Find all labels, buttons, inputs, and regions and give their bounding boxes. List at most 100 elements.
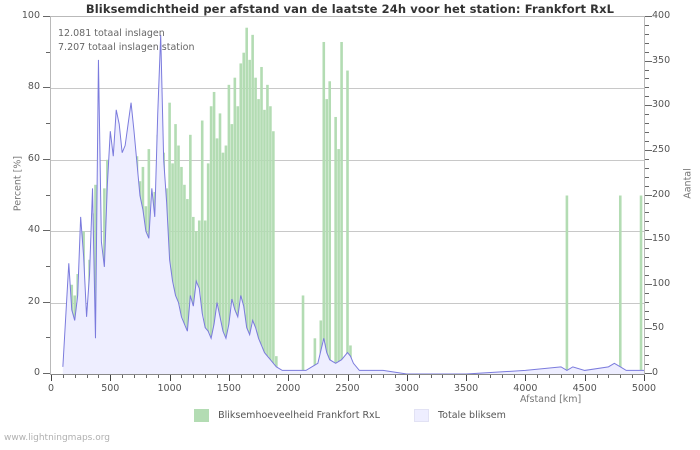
y-axis-right-tick-label: 200 — [652, 188, 671, 200]
y-axis-right-title: Aantal — [682, 168, 694, 199]
bar — [325, 99, 329, 374]
x-axis-tick — [51, 375, 52, 381]
x-axis-minor-tick — [335, 375, 337, 378]
y-axis-right-tick — [645, 328, 652, 330]
x-axis-minor-tick — [240, 375, 242, 378]
x-axis-tick — [169, 375, 171, 381]
x-axis-tick-label: 4000 — [513, 383, 538, 394]
bar — [269, 106, 272, 374]
x-axis-tick — [347, 375, 349, 381]
bar — [168, 102, 171, 374]
bar — [177, 145, 180, 374]
y-axis-right-minor-tick — [645, 96, 649, 98]
y-axis-left-tick-label: 0 — [33, 367, 40, 378]
annotation-line-1: 12.081 totaal inslagen — [58, 28, 165, 39]
x-axis-tick-label: 500 — [101, 383, 120, 394]
x-axis-minor-tick — [181, 375, 183, 378]
bar — [263, 109, 266, 374]
y-axis-right-minor-tick — [645, 132, 649, 134]
x-axis-tick — [228, 375, 230, 381]
bar — [346, 70, 349, 374]
x-axis-tick-label: 1000 — [157, 383, 182, 394]
legend-swatch-line — [413, 409, 429, 422]
x-axis-minor-tick — [323, 375, 325, 378]
x-axis-tick-label: 5000 — [631, 383, 657, 394]
bar — [319, 320, 323, 374]
x-axis-minor-tick — [596, 375, 598, 378]
x-axis-minor-tick — [383, 375, 385, 378]
y-axis-right-minor-tick — [645, 274, 649, 276]
y-axis-left-tick — [43, 230, 50, 232]
y-axis-right-minor-tick — [645, 212, 649, 214]
legend-label-bars: Bliksemhoeveelheid Frankfort RxL — [218, 410, 380, 421]
bar — [639, 195, 643, 374]
bar — [340, 41, 343, 374]
legend-item-line: Totale bliksem — [413, 409, 506, 422]
x-axis-tick — [525, 375, 527, 381]
y-axis-right-minor-tick — [645, 203, 649, 205]
y-axis-right-tick-label: 300 — [652, 99, 671, 111]
y-axis-right-tick-label: 350 — [652, 54, 671, 66]
bar — [174, 124, 177, 374]
y-axis-right-minor-tick — [645, 176, 649, 178]
y-axis-right-minor-tick — [645, 78, 649, 80]
bar — [251, 34, 254, 374]
y-axis-right-minor-tick — [645, 230, 649, 232]
bar — [257, 99, 260, 374]
x-axis-minor-tick — [74, 375, 76, 378]
chart-canvas — [62, 27, 644, 374]
x-axis-title: Afstand [km] — [520, 394, 582, 405]
x-axis-tick — [584, 375, 586, 381]
bar — [224, 145, 228, 374]
y-axis-right-minor-tick — [645, 292, 649, 294]
y-axis-right-minor-tick — [645, 42, 649, 44]
bar — [236, 106, 240, 374]
y-axis-left-minor-tick — [46, 123, 50, 125]
plot-svg-wrap — [51, 17, 644, 374]
bar — [254, 77, 257, 374]
page-title: Bliksemdichtheid per afstand van de laat… — [85, 2, 615, 16]
x-axis-minor-tick — [98, 375, 100, 378]
bar — [218, 113, 222, 374]
bar — [272, 131, 275, 374]
y-axis-right-minor-tick — [645, 310, 649, 312]
bar — [275, 356, 278, 374]
x-axis-minor-tick — [572, 375, 574, 378]
x-axis-tick-label: 0 — [47, 383, 55, 394]
bar — [192, 216, 195, 374]
legend-item-bars: Bliksemhoeveelheid Frankfort RxL — [194, 409, 380, 422]
bar — [221, 152, 225, 374]
x-axis-minor-tick — [620, 375, 622, 378]
bar — [242, 52, 246, 374]
bar — [171, 163, 174, 374]
x-axis-minor-tick — [359, 375, 361, 378]
bar — [565, 195, 569, 374]
y-axis-right-tick-label: 50 — [652, 322, 665, 334]
bar — [200, 120, 204, 374]
x-axis-tick-label: 1500 — [216, 383, 241, 394]
y-axis-left-tick — [43, 158, 50, 160]
legend-label-line: Totale bliksem — [437, 410, 506, 421]
x-axis-minor-tick — [134, 375, 136, 378]
y-axis-right-tick — [645, 373, 652, 374]
annotation-block: 12.081 totaal inslagen 7.207 totaal insl… — [58, 27, 194, 55]
y-axis-right-tick-label: 150 — [652, 233, 671, 245]
x-axis-minor-tick — [157, 375, 159, 378]
y-axis-left-minor-tick — [46, 337, 50, 339]
y-axis-left-tick — [43, 373, 50, 374]
x-axis-minor-tick — [513, 375, 515, 378]
bar — [328, 81, 332, 374]
bar — [203, 220, 207, 374]
bar — [334, 116, 337, 374]
x-axis-minor-tick — [549, 375, 551, 378]
y-axis-left-tick-label: 100 — [21, 10, 40, 21]
bar — [266, 84, 269, 374]
x-axis-minor-tick — [442, 375, 444, 378]
x-axis-minor-tick — [311, 375, 313, 378]
legend-swatch-bars — [194, 409, 210, 422]
x-axis-minor-tick — [217, 375, 219, 378]
y-axis-right-minor-tick — [645, 248, 649, 250]
y-axis-right-minor-tick — [645, 140, 649, 142]
x-axis-minor-tick — [454, 375, 456, 378]
x-axis-minor-tick — [264, 375, 266, 378]
